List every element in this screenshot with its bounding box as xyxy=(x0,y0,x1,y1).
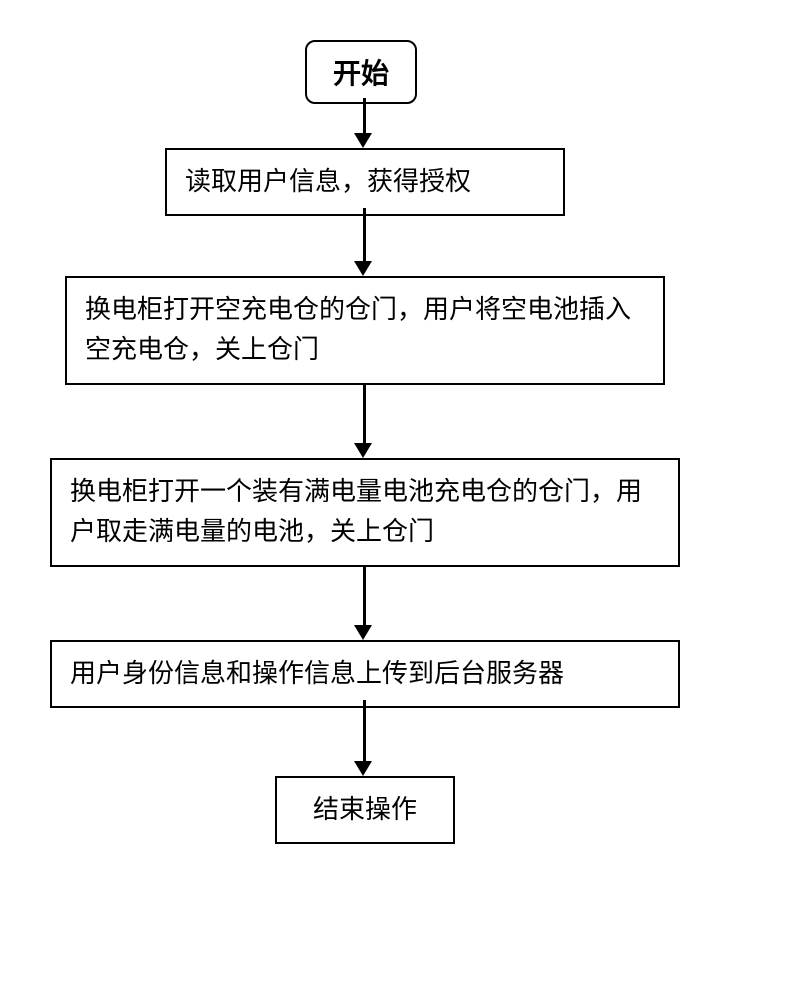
flowchart-step2-node: 换电柜打开空充电仓的仓门，用户将空电池插入空充电仓，关上仓门 xyxy=(65,276,665,385)
flowchart-step3-node: 换电柜打开一个装有满电量电池充电仓的仓门，用户取走满电量的电池，关上仓门 xyxy=(50,458,680,567)
node-label: 换电柜打开一个装有满电量电池充电仓的仓门，用户取走满电量的电池，关上仓门 xyxy=(70,477,642,546)
node-label: 换电柜打开空充电仓的仓门，用户将空电池插入空充电仓，关上仓门 xyxy=(85,295,631,364)
flowchart-end-node: 结束操作 xyxy=(275,776,455,844)
node-label: 用户身份信息和操作信息上传到后台服务器 xyxy=(70,659,564,688)
flowchart-edge xyxy=(363,98,366,133)
node-label: 读取用户信息，获得授权 xyxy=(185,167,471,196)
flowchart-start-node: 开始 xyxy=(305,40,417,104)
arrow-down-icon xyxy=(354,261,372,276)
node-label: 开始 xyxy=(333,59,389,90)
flowchart-step1-node: 读取用户信息，获得授权 xyxy=(165,148,565,216)
flowchart-edge xyxy=(363,384,366,443)
node-label: 结束操作 xyxy=(313,795,417,824)
arrow-down-icon xyxy=(354,133,372,148)
arrow-down-icon xyxy=(354,443,372,458)
flowchart-edge xyxy=(363,208,366,261)
arrow-down-icon xyxy=(354,625,372,640)
flowchart-edge xyxy=(363,700,366,761)
flowchart-edge xyxy=(363,566,366,625)
arrow-down-icon xyxy=(354,761,372,776)
flowchart-step4-node: 用户身份信息和操作信息上传到后台服务器 xyxy=(50,640,680,708)
